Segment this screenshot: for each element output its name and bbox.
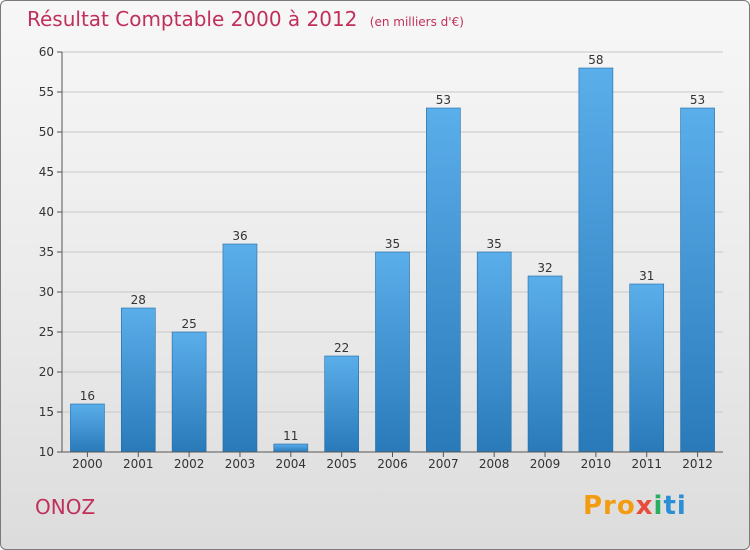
bar-value-label-2004: 11: [283, 429, 298, 443]
x-tick-label-2003: 2003: [225, 457, 256, 471]
bar-value-label-2012: 53: [690, 93, 705, 107]
bar-value-label-2009: 32: [537, 261, 552, 275]
bar-2009: [527, 275, 563, 453]
bar-2006: [375, 251, 410, 453]
bar-2012: [680, 107, 715, 453]
x-tick-label-2006: 2006: [377, 457, 408, 471]
logo-part-4: ti: [663, 491, 687, 521]
x-tick-label-2008: 2008: [479, 457, 510, 471]
bar-2011: [629, 283, 665, 453]
chart-unit-note: (en milliers d'€): [369, 15, 464, 29]
x-tick-label-2009: 2009: [530, 457, 561, 471]
bar-value-label-2002: 25: [181, 317, 196, 331]
bar-2001: [120, 307, 156, 453]
bar-value-label-2006: 35: [385, 237, 400, 251]
y-tick-label: 20: [39, 365, 54, 379]
bar-value-label-2010: 58: [588, 53, 603, 67]
bar-value-label-2001: 28: [131, 293, 146, 307]
logo-part-3: i: [653, 491, 664, 521]
x-tick-label-2004: 2004: [276, 457, 307, 471]
x-tick-label-2011: 2011: [631, 457, 662, 471]
bar-value-label-2003: 36: [232, 229, 247, 243]
y-tick-label: 15: [39, 405, 54, 419]
chart-title-text: Résultat Comptable 2000 à 2012: [27, 7, 358, 31]
x-tick-label-2012: 2012: [682, 457, 713, 471]
y-tick-label: 35: [39, 245, 54, 259]
y-tick-label: 60: [39, 45, 54, 59]
x-tick-label-2007: 2007: [428, 457, 459, 471]
bar-2002: [171, 331, 207, 453]
y-tick-label: 10: [39, 445, 54, 459]
y-tick-label: 45: [39, 165, 54, 179]
x-tick-label-2000: 2000: [72, 457, 103, 471]
bar-2003: [222, 243, 258, 453]
y-tick-label: 30: [39, 285, 54, 299]
bar-2004: [273, 443, 309, 453]
bar-value-label-2005: 22: [334, 341, 349, 355]
x-tick-label-2005: 2005: [326, 457, 357, 471]
bar-2005: [324, 355, 359, 453]
logo-part-2: x: [635, 491, 654, 521]
bar-value-label-2008: 35: [487, 237, 502, 251]
bar-value-label-2011: 31: [639, 269, 654, 283]
y-tick-label: 25: [39, 325, 54, 339]
commune-name: ONOZ: [35, 495, 96, 519]
bar-2008: [476, 251, 512, 453]
bar-value-label-2000: 16: [80, 389, 95, 403]
y-tick-label: 40: [39, 205, 54, 219]
bar-2000: [70, 403, 105, 453]
x-tick-label-2010: 2010: [581, 457, 612, 471]
y-tick-label: 50: [39, 125, 54, 139]
x-tick-label-2002: 2002: [174, 457, 205, 471]
proxiti-logo: Proxiti: [583, 491, 687, 521]
bar-2007: [426, 107, 461, 453]
x-tick-label-2001: 2001: [123, 457, 154, 471]
bar-value-label-2007: 53: [436, 93, 451, 107]
chart-title: Résultat Comptable 2000 à 2012 (en milli…: [27, 7, 464, 31]
logo-part-1: Pro: [583, 491, 636, 521]
bar-2010: [578, 67, 614, 453]
y-tick-label: 55: [39, 85, 54, 99]
